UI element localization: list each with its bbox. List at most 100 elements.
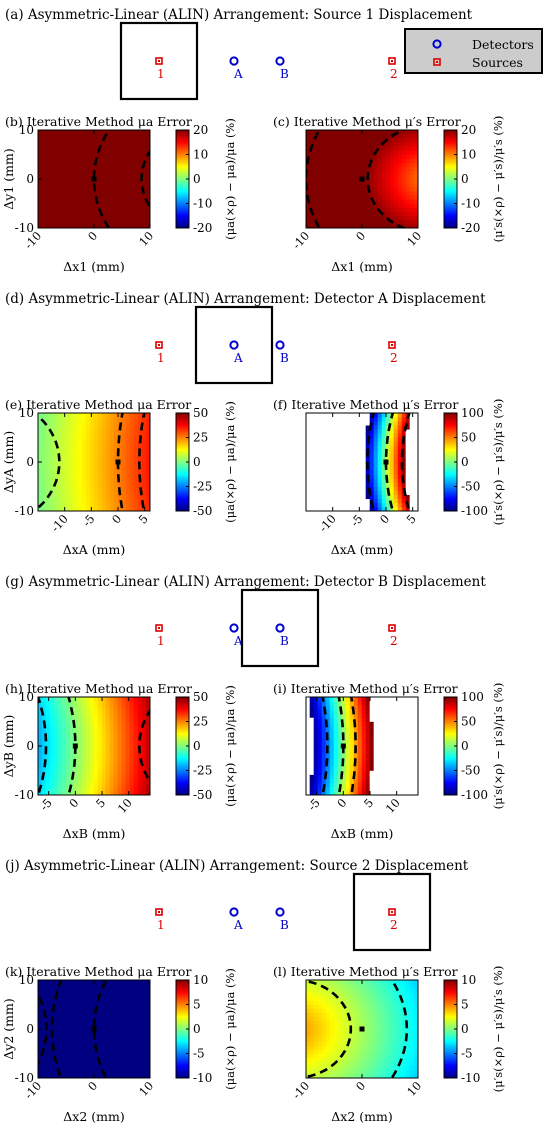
heatmap-cell (117, 473, 123, 479)
heatmap-cell (105, 1008, 111, 1013)
heatmap-cell (117, 1028, 123, 1034)
heatmap-cell (409, 195, 415, 200)
heatmap-cell (97, 215, 103, 221)
heatmap-cell (141, 980, 147, 985)
heatmap-cell (381, 697, 387, 702)
heatmap-cell (306, 757, 311, 763)
source-marker-dot (391, 344, 393, 346)
heatmap-cell (393, 461, 399, 467)
heatmap-cell (145, 1069, 150, 1075)
heatmap-cell (73, 778, 79, 784)
heatmap-cell (105, 195, 111, 200)
heatmap-cell (137, 741, 143, 747)
heatmap-cell (365, 141, 371, 147)
heatmap-cell (125, 437, 131, 442)
heatmap-cell (321, 146, 327, 151)
heatmap-cell (77, 741, 83, 747)
heatmap-cell (361, 465, 367, 471)
heatmap-cell (325, 150, 331, 155)
heatmap-cell (141, 1065, 147, 1071)
heatmap-cell (341, 424, 347, 430)
heatmap-cell (125, 486, 131, 491)
heatmap-cell (137, 983, 143, 989)
heatmap-cell (405, 453, 411, 459)
heatmap-cell (53, 174, 59, 180)
detector-marker-B (275, 340, 285, 350)
heatmap-cell (57, 729, 63, 735)
heatmap-cell (361, 453, 367, 459)
heatmap-cell (361, 195, 367, 200)
heatmap-cell (349, 158, 355, 163)
heatmap-cell (145, 708, 150, 714)
heatmap-cell (85, 486, 91, 491)
heatmap-cell (353, 130, 359, 135)
heatmap-cell (333, 413, 339, 418)
detector-B-label: B (280, 634, 289, 648)
heatmap-cell (129, 186, 135, 192)
heatmap-cell (57, 146, 63, 151)
heatmap-cell (137, 762, 143, 767)
heatmap-cell (85, 182, 91, 188)
heatmap-cell (401, 146, 407, 151)
heatmap-cell (133, 162, 139, 168)
heatmap-cell (361, 166, 367, 172)
heatmap-cell (377, 766, 383, 771)
heatmap-cell (109, 1061, 115, 1067)
heatmap-cell (337, 717, 343, 722)
heatmap-cell (93, 1065, 99, 1071)
heatmap-cell (377, 757, 383, 763)
heatmap-cell (325, 778, 331, 784)
heatmap-cell (45, 983, 51, 989)
heatmap-cell (38, 473, 43, 479)
heatmap-cell (85, 1069, 91, 1075)
heatmap-cell (125, 490, 131, 495)
heatmap-cell (89, 150, 95, 155)
heatmap-cell (105, 469, 111, 475)
heatmap-cell (125, 757, 131, 763)
heatmap-cell (325, 708, 331, 714)
heatmap-cell (69, 1040, 75, 1046)
heatmap-cell (117, 778, 123, 784)
heatmap-cell (49, 778, 55, 784)
heatmap-cell (349, 737, 355, 743)
heatmap-cell (321, 713, 327, 718)
heatmap-cell (117, 453, 123, 459)
heatmap-cell (313, 158, 319, 163)
heatmap-cell (117, 991, 123, 997)
heatmap-cell (53, 498, 59, 504)
heatmap-cell (49, 1053, 55, 1058)
heatmap-cell (81, 1016, 87, 1022)
heatmap-cell (85, 1040, 91, 1046)
heatmap-cell (85, 190, 91, 196)
heatmap-cell (133, 713, 139, 718)
heatmap-cell (97, 190, 103, 196)
heatmap-cell (321, 199, 327, 204)
heatmap-cell (133, 449, 139, 455)
heatmap-cell (89, 991, 95, 997)
heatmap-cell (393, 174, 399, 180)
heatmap-cell (77, 182, 83, 188)
heatmap-cell (45, 445, 51, 451)
heatmap-cell (73, 983, 79, 989)
heatmap-cell (101, 413, 107, 418)
heatmap-cell (125, 482, 131, 487)
heatmap-cell (405, 441, 411, 446)
heatmap-cell (137, 1032, 143, 1038)
heatmap-cell (401, 713, 407, 718)
heatmap-cell (405, 717, 411, 722)
heatmap-cell (117, 158, 123, 163)
heatmap-cell (41, 133, 47, 139)
heatmap-cell (389, 445, 395, 451)
heatmap-cell (69, 203, 75, 208)
heatmap-cell (53, 182, 59, 188)
heatmap-cell (397, 219, 403, 225)
heatmap-cell (377, 700, 383, 706)
heatmap-cell (129, 469, 135, 475)
heatmap-cell (381, 757, 387, 763)
heatmap-cell (397, 141, 403, 147)
heatmap-cell (397, 498, 403, 504)
heatmap-cell (365, 482, 371, 487)
source-marker-s2 (388, 624, 396, 632)
heatmap-cell (397, 708, 403, 714)
heatmap-cell (306, 223, 311, 228)
